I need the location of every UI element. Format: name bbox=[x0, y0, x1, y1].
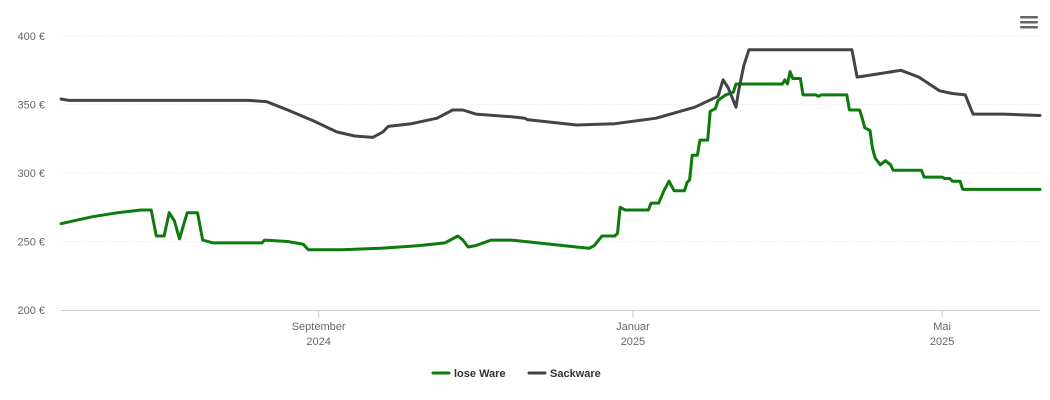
y-tick-label: 400 € bbox=[17, 31, 45, 43]
grid-lines bbox=[61, 35, 1040, 242]
menu-bar-middle bbox=[1020, 21, 1038, 24]
y-tick-label: 350 € bbox=[17, 100, 45, 112]
x-tick-label-year: 2025 bbox=[621, 336, 645, 348]
legend-label: lose Ware bbox=[454, 368, 506, 380]
legend-item-lose-ware[interactable]: lose Ware bbox=[431, 368, 506, 380]
x-axis-labels: September 2024 Januar 2025 Mai 2025 bbox=[292, 310, 954, 348]
series-line-sackware[interactable] bbox=[59, 48, 1042, 139]
y-tick-label: 250 € bbox=[17, 237, 45, 249]
x-tick-label-year: 2025 bbox=[930, 336, 954, 348]
x-tick-label-month: Januar bbox=[616, 321, 650, 333]
y-tick-label: 200 € bbox=[17, 305, 45, 317]
series-line-lose-ware[interactable] bbox=[59, 70, 1042, 252]
x-tick-label-year: 2024 bbox=[306, 336, 330, 348]
menu-bar-bottom bbox=[1020, 26, 1038, 29]
y-tick-label: 300 € bbox=[17, 168, 45, 180]
legend-item-sackware[interactable]: Sackware bbox=[527, 368, 601, 380]
hamburger-menu-icon[interactable] bbox=[1016, 11, 1042, 33]
y-axis-labels: 200 € 250 € 300 € 350 € 400 € bbox=[17, 31, 45, 317]
series-lines bbox=[59, 48, 1042, 252]
x-tick-label-month: September bbox=[292, 321, 346, 333]
legend-label: Sackware bbox=[550, 368, 601, 380]
x-tick-label-month: Mai bbox=[933, 321, 951, 333]
menu-bar-top bbox=[1020, 16, 1038, 19]
legend[interactable]: lose Ware Sackware bbox=[431, 368, 601, 380]
